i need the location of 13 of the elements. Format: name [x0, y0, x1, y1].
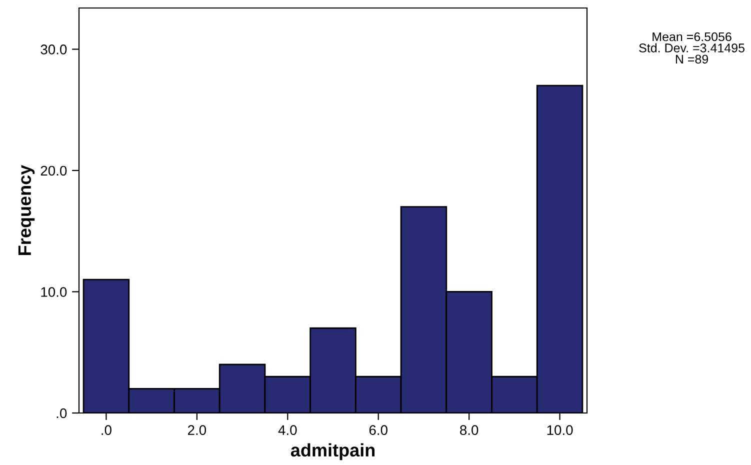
x-tick-label: 4.0 [278, 425, 297, 436]
x-tick-label: 8.0 [460, 425, 478, 436]
x-tick-label: .0 [102, 425, 112, 436]
x-axis-title: admitpain [290, 443, 375, 460]
y-tick-label: .0 [56, 408, 67, 418]
y-tick-label: 30.0 [40, 44, 67, 54]
x-tick-label: 6.0 [369, 425, 388, 436]
x-tick-label: 10.0 [547, 425, 573, 436]
y-axis-title: Frequency [18, 164, 35, 255]
text: Mean =6.5056 Std. Dev. =3.41495 N =89 [639, 32, 744, 64]
x-tick-label: 2.0 [188, 425, 206, 436]
y-tick-label: 20.0 [40, 166, 67, 176]
y-tick-label: 10.0 [41, 287, 67, 297]
